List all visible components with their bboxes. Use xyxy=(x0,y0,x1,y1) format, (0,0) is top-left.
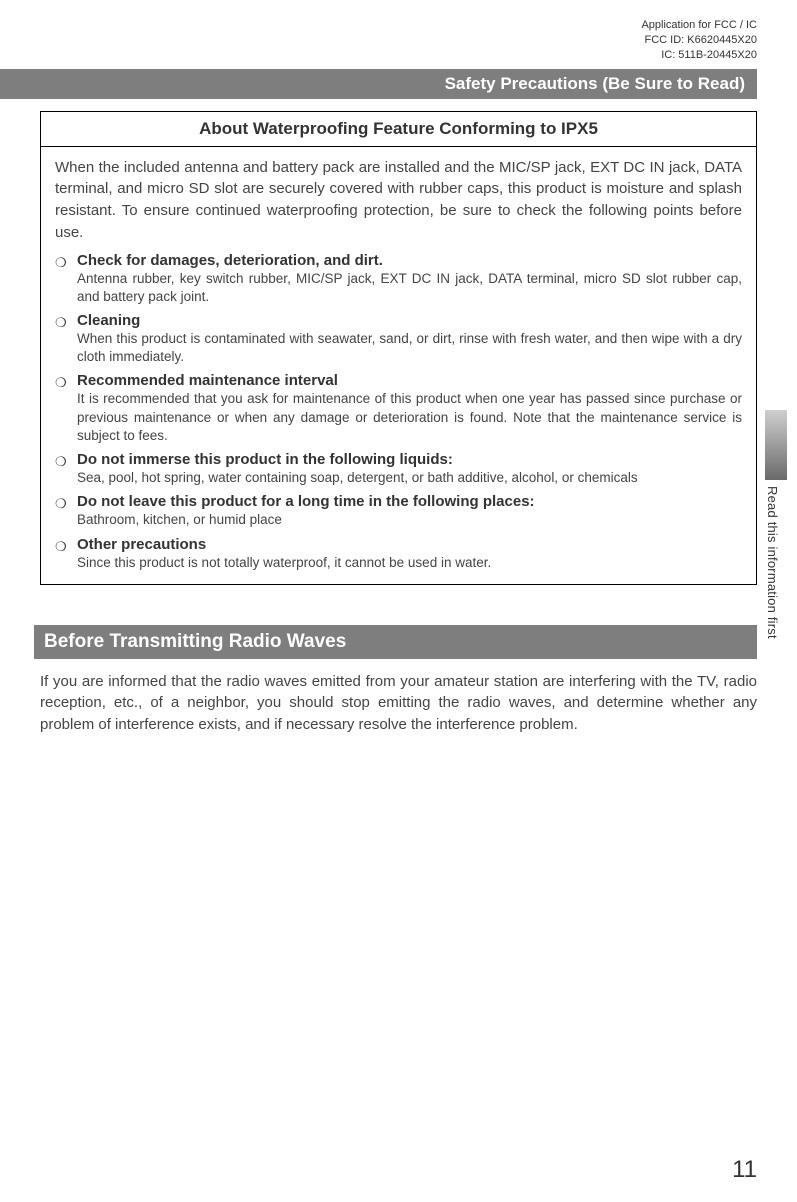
page: Application for FCC / IC FCC ID: K662044… xyxy=(0,0,797,1202)
header-line-3: IC: 511B-20445X20 xyxy=(40,48,757,63)
list-item: ❍ Other precautions Since this product i… xyxy=(55,536,742,572)
item-heading: Recommended maintenance interval xyxy=(77,372,742,389)
list-item: ❍ Do not immerse this product in the fol… xyxy=(55,451,742,487)
list-item: ❍ Cleaning When this product is contamin… xyxy=(55,312,742,366)
item-desc: Antenna rubber, key switch rubber, MIC/S… xyxy=(77,270,742,306)
list-item: ❍ Recommended maintenance interval It is… xyxy=(55,372,742,445)
side-tab: Read this information first xyxy=(765,410,787,700)
item-heading: Cleaning xyxy=(77,312,742,329)
box-body: When the included antenna and battery pa… xyxy=(41,147,756,584)
item-desc: Bathroom, kitchen, or humid place xyxy=(77,511,742,529)
bullet-icon: ❍ xyxy=(55,539,67,555)
item-heading: Other precautions xyxy=(77,536,742,553)
before-transmitting-text: If you are informed that the radio waves… xyxy=(40,671,757,736)
header-line-2: FCC ID: K6620445X20 xyxy=(40,33,757,48)
bullet-icon: ❍ xyxy=(55,454,67,470)
bullet-icon: ❍ xyxy=(55,255,67,271)
item-heading: Do not immerse this product in the follo… xyxy=(77,451,742,468)
bullet-icon: ❍ xyxy=(55,315,67,331)
bullet-icon: ❍ xyxy=(55,496,67,512)
page-number: 11 xyxy=(732,1156,757,1184)
box-title: About Waterproofing Feature Conforming t… xyxy=(41,112,756,147)
item-heading: Do not leave this product for a long tim… xyxy=(77,493,742,510)
list-item: ❍ Do not leave this product for a long t… xyxy=(55,493,742,529)
bullet-icon: ❍ xyxy=(55,375,67,391)
box-intro: When the included antenna and battery pa… xyxy=(55,157,742,244)
item-desc: Sea, pool, hot spring, water containing … xyxy=(77,469,742,487)
safety-precautions-bar: Safety Precautions (Be Sure to Read) xyxy=(0,69,757,99)
before-transmitting-bar: Before Transmitting Radio Waves xyxy=(34,625,757,659)
side-tab-label: Read this information first xyxy=(765,480,780,639)
item-heading: Check for damages, deterioration, and di… xyxy=(77,252,742,269)
item-desc: Since this product is not totally waterp… xyxy=(77,554,742,572)
side-tab-gradient xyxy=(765,410,787,480)
item-desc: It is recommended that you ask for maint… xyxy=(77,390,742,445)
header-line-1: Application for FCC / IC xyxy=(40,18,757,33)
list-item: ❍ Check for damages, deterioration, and … xyxy=(55,252,742,306)
waterproofing-box: About Waterproofing Feature Conforming t… xyxy=(40,111,757,585)
item-desc: When this product is contaminated with s… xyxy=(77,330,742,366)
header-meta: Application for FCC / IC FCC ID: K662044… xyxy=(40,18,757,63)
